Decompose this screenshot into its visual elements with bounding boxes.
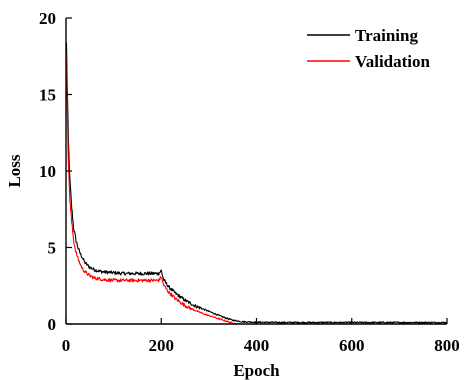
legend-label-training: Training bbox=[355, 26, 418, 45]
plot-area bbox=[66, 43, 447, 324]
y-axis-title: Loss bbox=[5, 154, 24, 187]
series-line-validation bbox=[66, 54, 447, 324]
x-axis-title: Epoch bbox=[233, 361, 280, 380]
y-tick-label: 0 bbox=[48, 315, 57, 334]
y-tick-label: 20 bbox=[39, 9, 56, 28]
x-tick-label: 800 bbox=[434, 336, 460, 355]
x-tick-label: 200 bbox=[149, 336, 175, 355]
legend: Training Validation bbox=[307, 26, 431, 71]
y-tick-label: 10 bbox=[39, 162, 56, 181]
x-tick-label: 400 bbox=[244, 336, 270, 355]
legend-label-validation: Validation bbox=[355, 52, 431, 71]
x-tick-label: 600 bbox=[339, 336, 365, 355]
y-tick-label: 15 bbox=[39, 86, 56, 105]
y-tick-label: 5 bbox=[48, 239, 57, 258]
x-tick-label: 0 bbox=[62, 336, 71, 355]
series-line-training bbox=[66, 43, 447, 324]
